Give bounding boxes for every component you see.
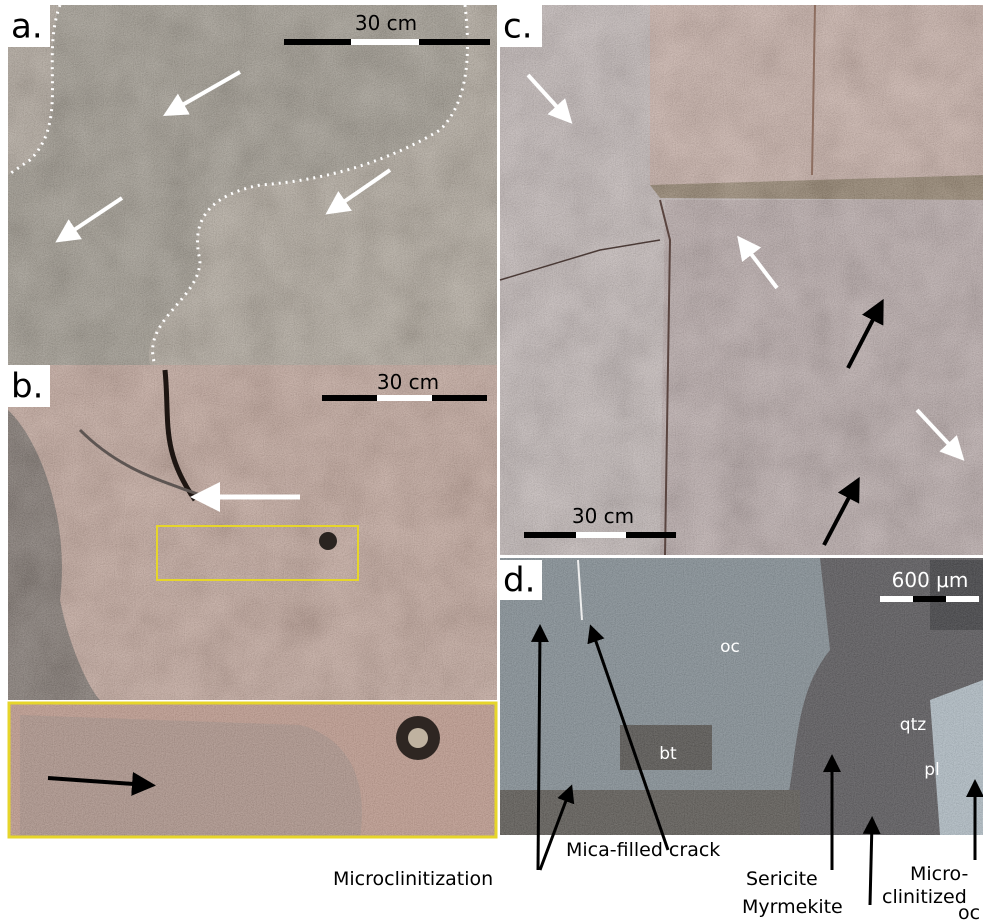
annotation: Microclinitization: [333, 868, 493, 890]
annotation: Mica-filled crack: [566, 839, 720, 861]
panel-d: oc bt qtz pl d. 600 μm: [500, 558, 983, 835]
annotation: Sericite: [746, 868, 818, 890]
annotation: oc: [958, 902, 980, 920]
scale-label: 30 cm: [572, 504, 634, 528]
panel-label: a.: [11, 7, 43, 47]
panel-label: d.: [503, 561, 535, 601]
panel-label: c.: [503, 7, 533, 47]
annotations: Microclinitization Mica-filled crack Ser…: [333, 839, 980, 920]
panel-a: a. 30 cm: [8, 5, 497, 365]
mineral-label: bt: [659, 744, 677, 764]
panel-c: c. 30 cm: [500, 5, 983, 555]
figure: a. 30 cm c. 30 cm b. 30 c: [0, 0, 983, 920]
mineral-label: oc: [720, 637, 740, 657]
panel-label: b.: [11, 367, 43, 407]
panel-b-inset: [8, 702, 497, 838]
mineral-label: qtz: [900, 715, 926, 735]
scale-label: 600 μm: [892, 568, 969, 592]
scale-label: 30 cm: [377, 370, 439, 394]
annotation: clinitized: [882, 886, 967, 908]
panel-b: b. 30 cm: [8, 365, 497, 700]
annotation: Myrmekite: [742, 896, 843, 918]
annotation: Micro-: [910, 863, 968, 885]
mineral-label: pl: [924, 760, 940, 780]
scale-label: 30 cm: [355, 11, 417, 35]
